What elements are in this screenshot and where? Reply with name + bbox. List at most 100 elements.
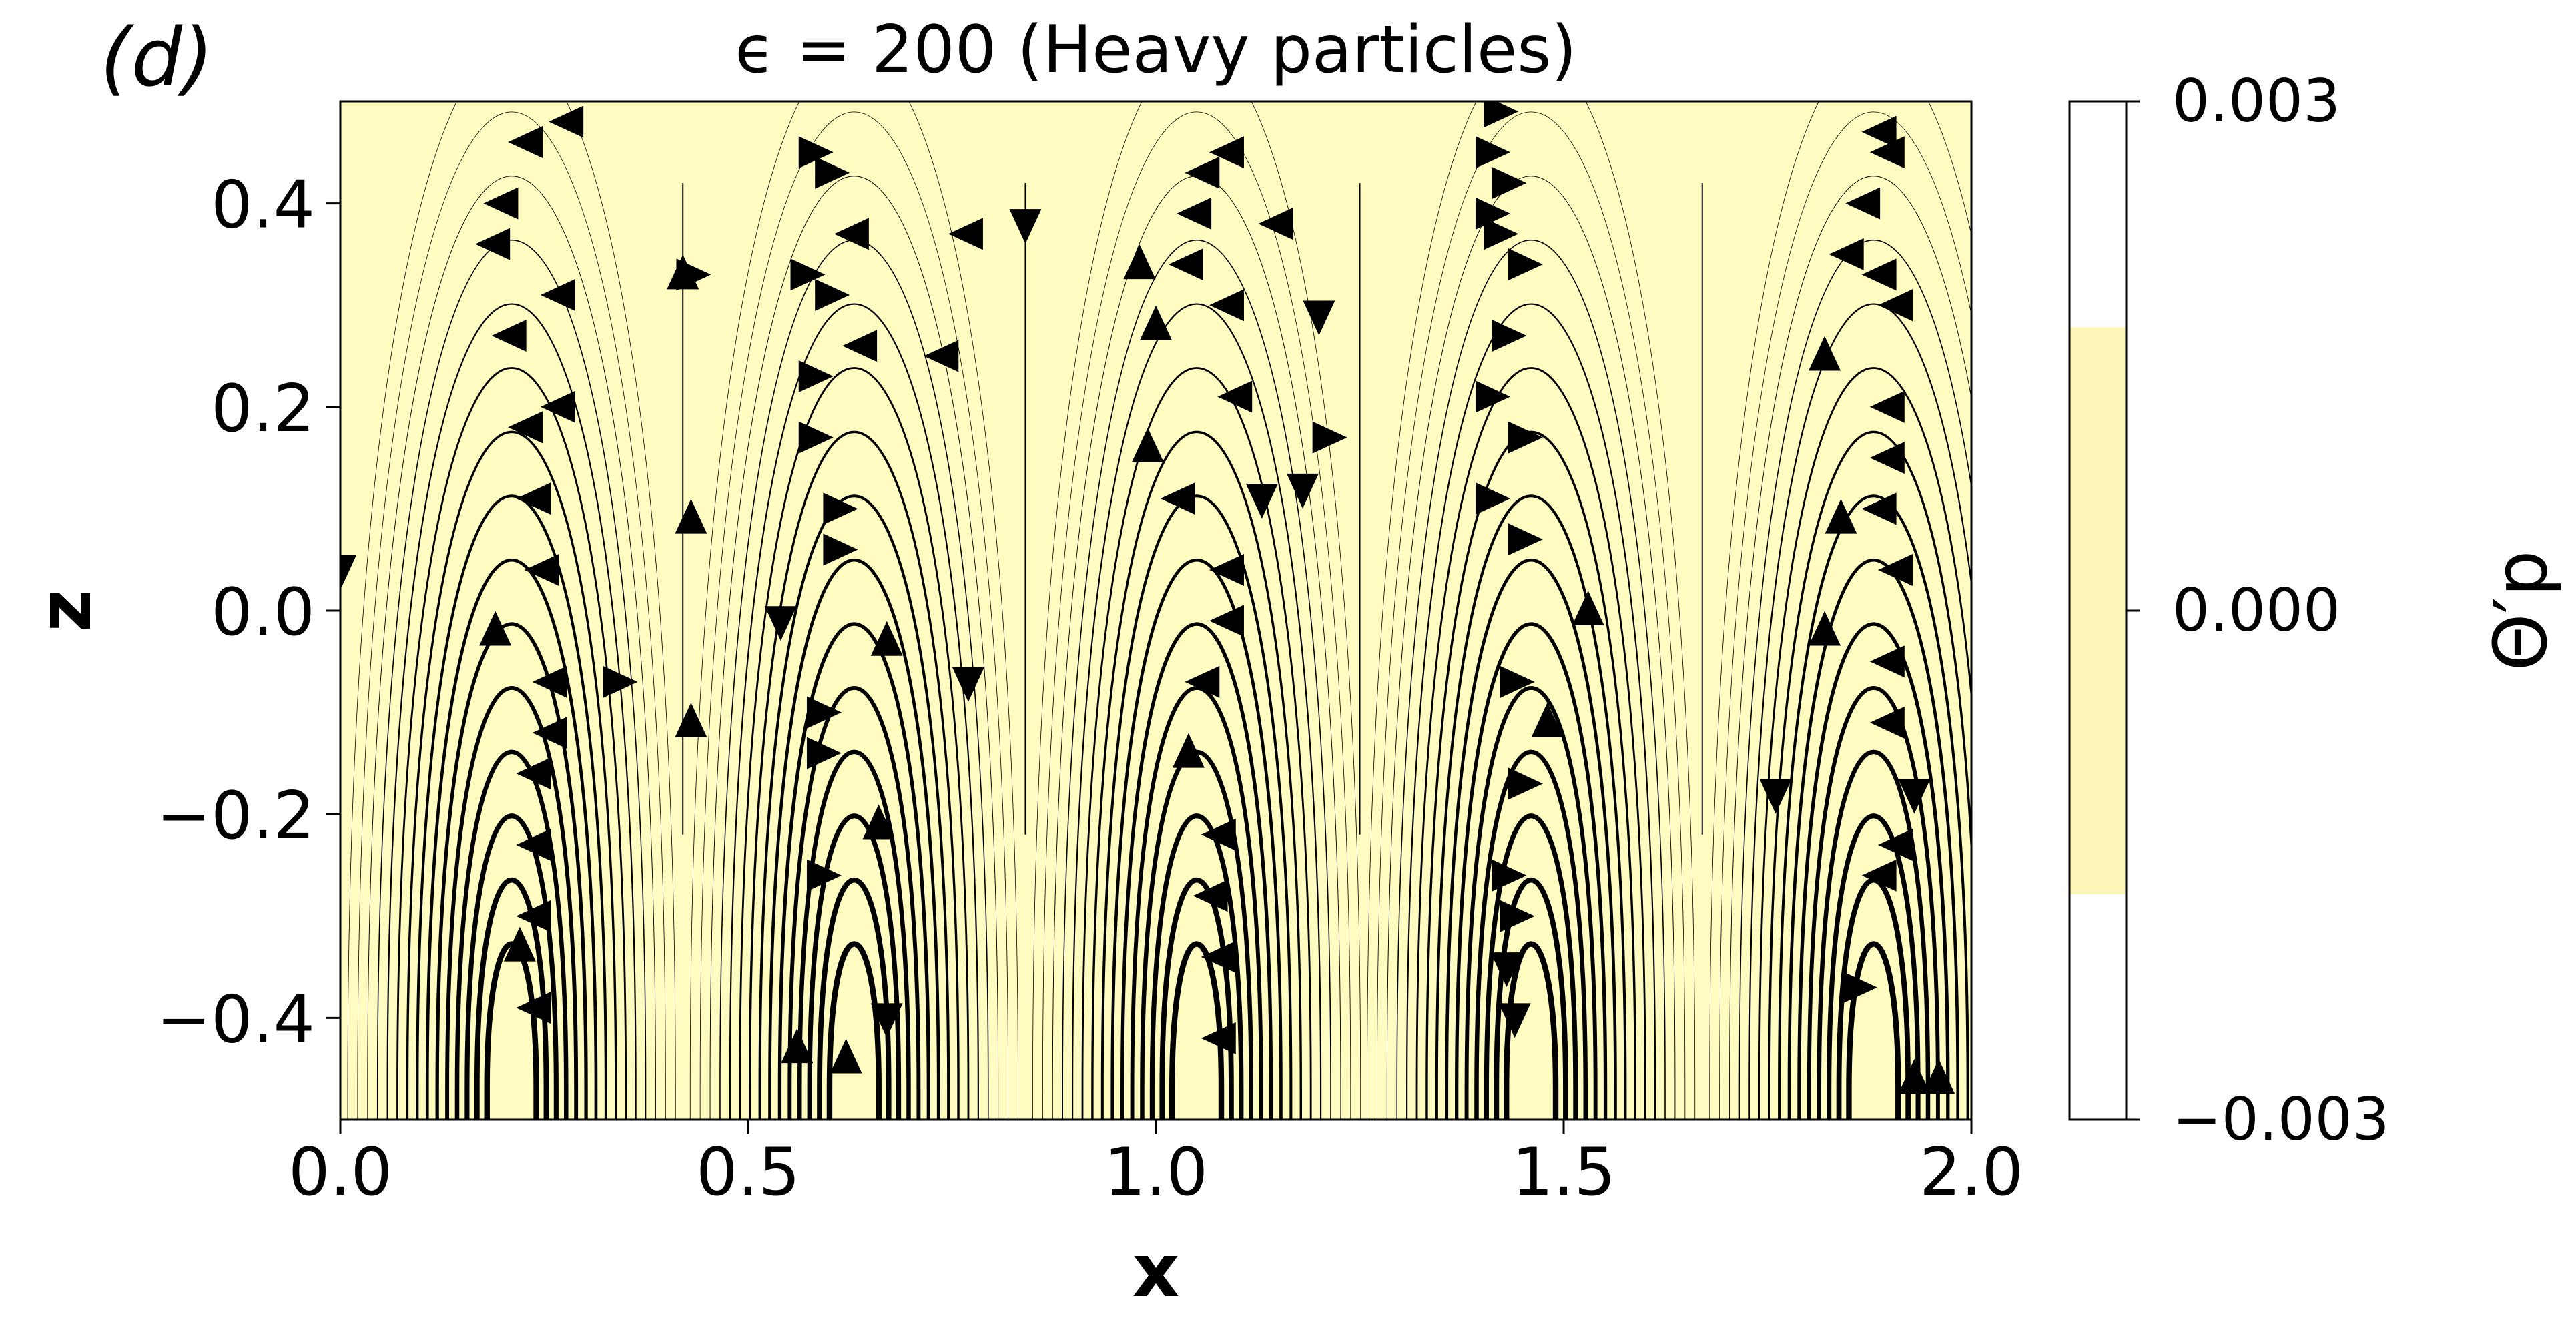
streamline [807, 813, 902, 1120]
y-tick-label: −0.4 [156, 982, 315, 1058]
streamline [1159, 878, 1234, 1120]
streamline [1484, 813, 1578, 1120]
streamline [1719, 111, 1971, 1120]
stream-arrow [1861, 258, 1897, 291]
streamline [1494, 878, 1568, 1120]
stream-arrow [1185, 156, 1220, 189]
stream-arrow [1123, 244, 1156, 280]
stream-arrow [1759, 779, 1792, 814]
stream-arrow [1878, 828, 1913, 861]
stream-arrows [340, 101, 1955, 1094]
stream-arrow [508, 126, 543, 159]
stream-arrow [1172, 733, 1205, 768]
stream-arrow [1508, 523, 1543, 556]
streamline [1091, 430, 1302, 1120]
stream-arrow [1484, 101, 1519, 128]
stream-arrow [516, 992, 551, 1024]
x-axis-label: x [1133, 1228, 1180, 1313]
stream-arrow [806, 737, 842, 769]
streamline [1120, 622, 1273, 1120]
streamline [376, 239, 647, 1120]
stream-arrow [870, 621, 903, 656]
streamline [1729, 176, 1971, 1120]
streamline [416, 494, 607, 1120]
stream-arrow [491, 319, 527, 352]
streamline [817, 878, 892, 1120]
y-tick-label: 0.4 [211, 168, 315, 244]
stream-arrow [340, 555, 356, 590]
streamline [709, 176, 999, 1120]
stream-arrow [524, 553, 559, 586]
streamline [1435, 494, 1627, 1120]
colorbar: 0.003 0.000 −0.003 Θ′p [2068, 67, 2563, 1154]
streamline [797, 749, 911, 1120]
streamline [1081, 367, 1312, 1120]
x-tick-label: 0.0 [288, 1134, 392, 1211]
stream-arrow [842, 330, 878, 362]
stream-arrow [1898, 779, 1931, 814]
streamline [1504, 941, 1559, 1120]
streamline [748, 430, 960, 1120]
stream-arrow [1245, 484, 1278, 519]
stream-arrow [1177, 197, 1212, 230]
stream-arrow [1869, 442, 1905, 474]
stream-arrow [1861, 859, 1897, 892]
streamline [1415, 367, 1646, 1120]
streamline [1386, 176, 1676, 1120]
streamline [464, 813, 559, 1120]
y-tick-label: −0.2 [156, 778, 315, 854]
stream-arrow [1825, 498, 1857, 534]
stream-arrow [540, 278, 575, 311]
stream-arrow [1131, 427, 1164, 462]
streamline [454, 749, 569, 1120]
stream-arrow [806, 696, 842, 729]
streamline [1100, 494, 1293, 1120]
streamline [1768, 430, 1971, 1120]
streamline [1110, 559, 1283, 1120]
streamline [826, 941, 882, 1120]
stream-arrow [815, 156, 850, 189]
stream-arrow [1869, 645, 1905, 678]
stream-arrow [532, 665, 567, 698]
panel-label: (d) [100, 12, 214, 105]
stream-arrow [503, 926, 536, 962]
colorbar-label: Θ′p [2478, 550, 2563, 671]
stream-arrow [1878, 553, 1913, 586]
streamline [1455, 622, 1608, 1120]
stream-arrow [676, 258, 711, 291]
stream-arrow [1508, 421, 1543, 454]
stream-arrow [1209, 553, 1244, 586]
stream-arrow [1160, 482, 1195, 515]
streamline [1738, 239, 1971, 1120]
streamline [445, 686, 579, 1120]
stream-arrow [1809, 611, 1841, 646]
stream-arrow [798, 421, 834, 454]
stream-arrow [1531, 702, 1564, 737]
stream-arrow [549, 105, 584, 138]
stream-arrow [1140, 305, 1172, 340]
stream-arrow [1209, 605, 1244, 637]
streamline [1072, 303, 1322, 1120]
stream-arrow [1286, 473, 1319, 509]
streamline [425, 559, 598, 1120]
stream-arrow [675, 702, 707, 737]
streamline [1062, 239, 1331, 1120]
streamline [1827, 813, 1921, 1120]
stream-arrow [516, 900, 551, 932]
streamline [1367, 101, 1696, 1120]
stream-arrow [516, 482, 551, 515]
x-tick-label: 1.0 [1104, 1134, 1208, 1211]
stream-arrow [1209, 136, 1244, 169]
streamline [1377, 111, 1686, 1120]
stream-arrow [675, 498, 707, 534]
y-tick-label: 0.2 [211, 371, 315, 447]
streamline [1149, 813, 1244, 1120]
colorbar-band [2069, 327, 2126, 894]
stream-arrow [479, 611, 512, 646]
streamline [1797, 622, 1950, 1120]
stream-arrow [508, 411, 543, 444]
stream-arrow [1861, 492, 1897, 525]
stream-arrow [1878, 289, 1913, 322]
stream-arrow [1842, 971, 1877, 1004]
